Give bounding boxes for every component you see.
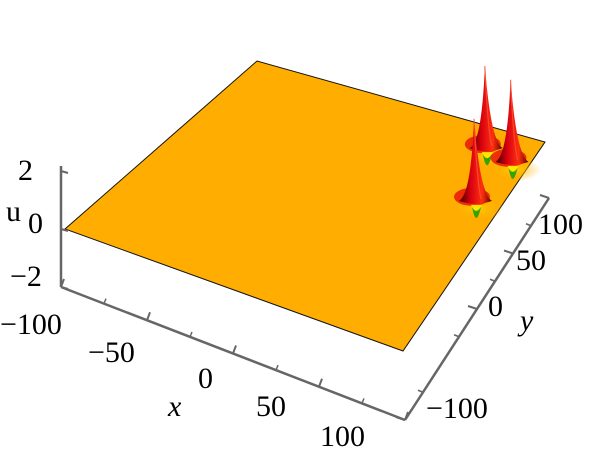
y-minor-tick [417,389,424,393]
peak-spike [469,66,503,152]
x-minor-tick [103,298,107,304]
x-minor-tick [361,398,365,404]
x-tick-label: 100 [320,420,365,453]
peak-highlight [473,118,482,199]
peak-spike [459,118,493,204]
y-tick-mark [467,305,478,310]
x-tick-label: −50 [88,336,135,369]
y-tick-label: 0 [488,290,503,323]
y-tick-mark [539,194,550,199]
y-minor-tick [525,223,532,227]
x-tick-mark [318,378,323,388]
peak-highlight [509,79,519,160]
peak-highlight [484,66,493,147]
y-minor-tick [453,334,460,338]
x-tick-mark [232,345,237,354]
x-tick-label: −100 [0,308,62,341]
z-tick-label: 2 [18,154,33,187]
x-tick-mark [60,278,65,288]
surface-plane [64,60,546,352]
y-tick-label: 50 [516,244,546,277]
y-tick-mark [503,249,514,255]
y-tick-label: −100 [426,392,488,425]
z-axis-ticks: −2 0 2 [10,154,69,293]
z-tick-mark [60,170,69,174]
x-tick-mark [146,311,151,321]
x-tick-label: 50 [256,390,286,423]
peak-trough-edge [471,204,483,211]
peak-trough-edge [507,165,519,172]
x-tick-label: 0 [198,362,213,395]
z-axis-label: u [6,195,21,228]
peak-spike [495,79,529,165]
y-minor-tick [489,278,496,282]
y-axis-label: y [517,304,534,337]
peaks [452,66,541,221]
z-tick-mark [60,228,69,232]
x-axis-ticks: −100 −50 0 50 100 [0,278,409,453]
z-tick-label: −2 [10,260,42,293]
z-tick-label: 0 [28,207,43,240]
x-minor-tick [189,331,193,338]
x-axis-label: x [167,390,182,423]
y-tick-mark [395,416,406,421]
peak-trough-edge [481,152,493,159]
y-tick-label: 100 [538,208,583,241]
x-minor-tick [275,364,279,371]
